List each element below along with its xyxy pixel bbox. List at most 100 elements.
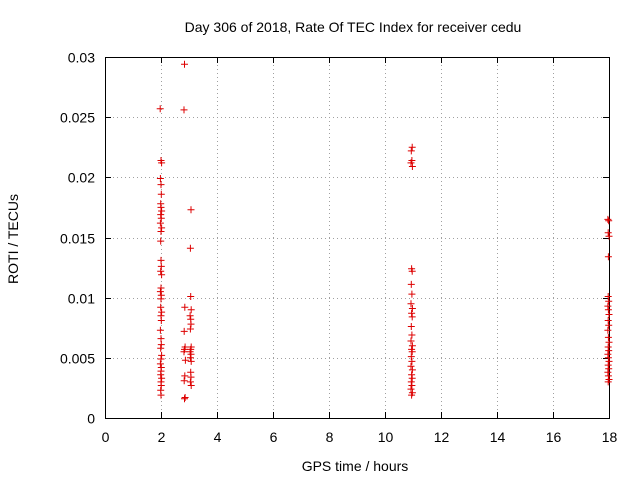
data-point bbox=[158, 271, 166, 279]
x-tick-label: 4 bbox=[214, 429, 222, 445]
data-point bbox=[157, 382, 165, 389]
data-point bbox=[157, 237, 165, 245]
data-point bbox=[158, 374, 166, 382]
data-point bbox=[604, 378, 612, 386]
data-point bbox=[187, 320, 195, 328]
data-point bbox=[605, 297, 613, 305]
data-point bbox=[157, 335, 165, 343]
data-point bbox=[157, 341, 165, 349]
x-tick-label: 10 bbox=[378, 429, 394, 445]
data-point bbox=[408, 374, 416, 382]
data-point bbox=[156, 219, 164, 227]
grid-lines bbox=[105, 57, 609, 418]
data-point bbox=[407, 323, 415, 330]
y-tick-label: 0.02 bbox=[68, 170, 95, 186]
data-point bbox=[157, 262, 165, 270]
data-point bbox=[181, 356, 189, 364]
y-tick-label: 0.03 bbox=[68, 50, 95, 66]
data-point bbox=[407, 337, 415, 345]
x-tick-label: 18 bbox=[602, 429, 618, 445]
data-point bbox=[181, 394, 189, 401]
data-point bbox=[157, 203, 165, 211]
data-point bbox=[156, 175, 164, 182]
data-point bbox=[407, 378, 415, 386]
data-point bbox=[157, 371, 165, 379]
data-point bbox=[157, 228, 165, 235]
data-point bbox=[157, 303, 165, 311]
data-point bbox=[407, 159, 415, 167]
x-tick-label: 8 bbox=[326, 429, 334, 445]
data-point bbox=[604, 253, 612, 261]
data-point bbox=[181, 395, 188, 403]
data-point bbox=[187, 306, 195, 314]
data-point bbox=[157, 256, 165, 264]
data-point bbox=[186, 325, 194, 333]
data-point bbox=[158, 351, 166, 359]
data-point bbox=[408, 305, 416, 312]
data-point bbox=[157, 317, 165, 324]
data-point bbox=[408, 342, 416, 350]
data-points bbox=[156, 60, 613, 403]
data-point bbox=[604, 215, 612, 223]
data-point bbox=[157, 355, 165, 363]
data-point bbox=[408, 309, 416, 317]
data-point bbox=[180, 377, 188, 385]
data-point bbox=[156, 105, 164, 113]
data-point bbox=[604, 229, 612, 237]
data-point bbox=[407, 300, 415, 308]
data-point bbox=[181, 372, 189, 380]
data-point bbox=[187, 357, 195, 365]
data-point bbox=[157, 211, 165, 219]
data-point bbox=[407, 362, 415, 370]
data-point bbox=[157, 295, 165, 303]
data-point bbox=[156, 288, 164, 296]
data-point bbox=[157, 190, 165, 198]
data-point bbox=[407, 353, 415, 361]
data-point bbox=[408, 382, 416, 389]
data-point bbox=[187, 382, 195, 389]
data-point bbox=[157, 391, 165, 399]
data-point bbox=[605, 217, 613, 225]
data-point bbox=[408, 366, 416, 374]
data-point bbox=[605, 357, 613, 365]
data-point bbox=[408, 357, 416, 365]
data-point bbox=[408, 313, 416, 321]
y-tick-label: 0 bbox=[87, 411, 95, 427]
data-point bbox=[180, 348, 188, 356]
data-point bbox=[605, 232, 613, 240]
data-point bbox=[157, 267, 165, 275]
data-point bbox=[187, 206, 195, 214]
data-point bbox=[181, 60, 188, 68]
data-point bbox=[156, 360, 164, 368]
y-axis: 0 0.005 0.01 0.015 0.02 0.025 0.03 bbox=[60, 50, 609, 427]
data-point bbox=[408, 163, 416, 170]
data-point bbox=[186, 354, 194, 362]
x-tick-label: 6 bbox=[270, 429, 278, 445]
data-point bbox=[157, 344, 165, 352]
data-point bbox=[187, 293, 195, 300]
data-point bbox=[158, 207, 166, 215]
data-point bbox=[605, 347, 613, 355]
data-point bbox=[156, 326, 164, 334]
x-axis: 0 2 4 6 8 10 12 14 16 18 bbox=[102, 57, 618, 445]
x-axis-label: GPS time / hours bbox=[302, 458, 409, 474]
data-point bbox=[407, 280, 415, 288]
data-point bbox=[407, 385, 415, 393]
data-point bbox=[157, 181, 165, 189]
data-point bbox=[157, 214, 165, 222]
data-point bbox=[604, 354, 612, 362]
x-tick-label: 12 bbox=[434, 429, 450, 445]
data-point bbox=[604, 306, 612, 314]
data-point bbox=[181, 303, 189, 311]
data-point bbox=[605, 338, 613, 346]
data-point bbox=[408, 348, 416, 356]
chart-title: Day 306 of 2018, Rate Of TEC Index for r… bbox=[185, 19, 522, 35]
data-point bbox=[408, 371, 416, 379]
data-point bbox=[180, 327, 188, 335]
data-point bbox=[408, 143, 416, 151]
data-point bbox=[408, 391, 416, 399]
data-point bbox=[158, 159, 166, 167]
data-point bbox=[187, 373, 195, 381]
data-point bbox=[408, 267, 416, 275]
